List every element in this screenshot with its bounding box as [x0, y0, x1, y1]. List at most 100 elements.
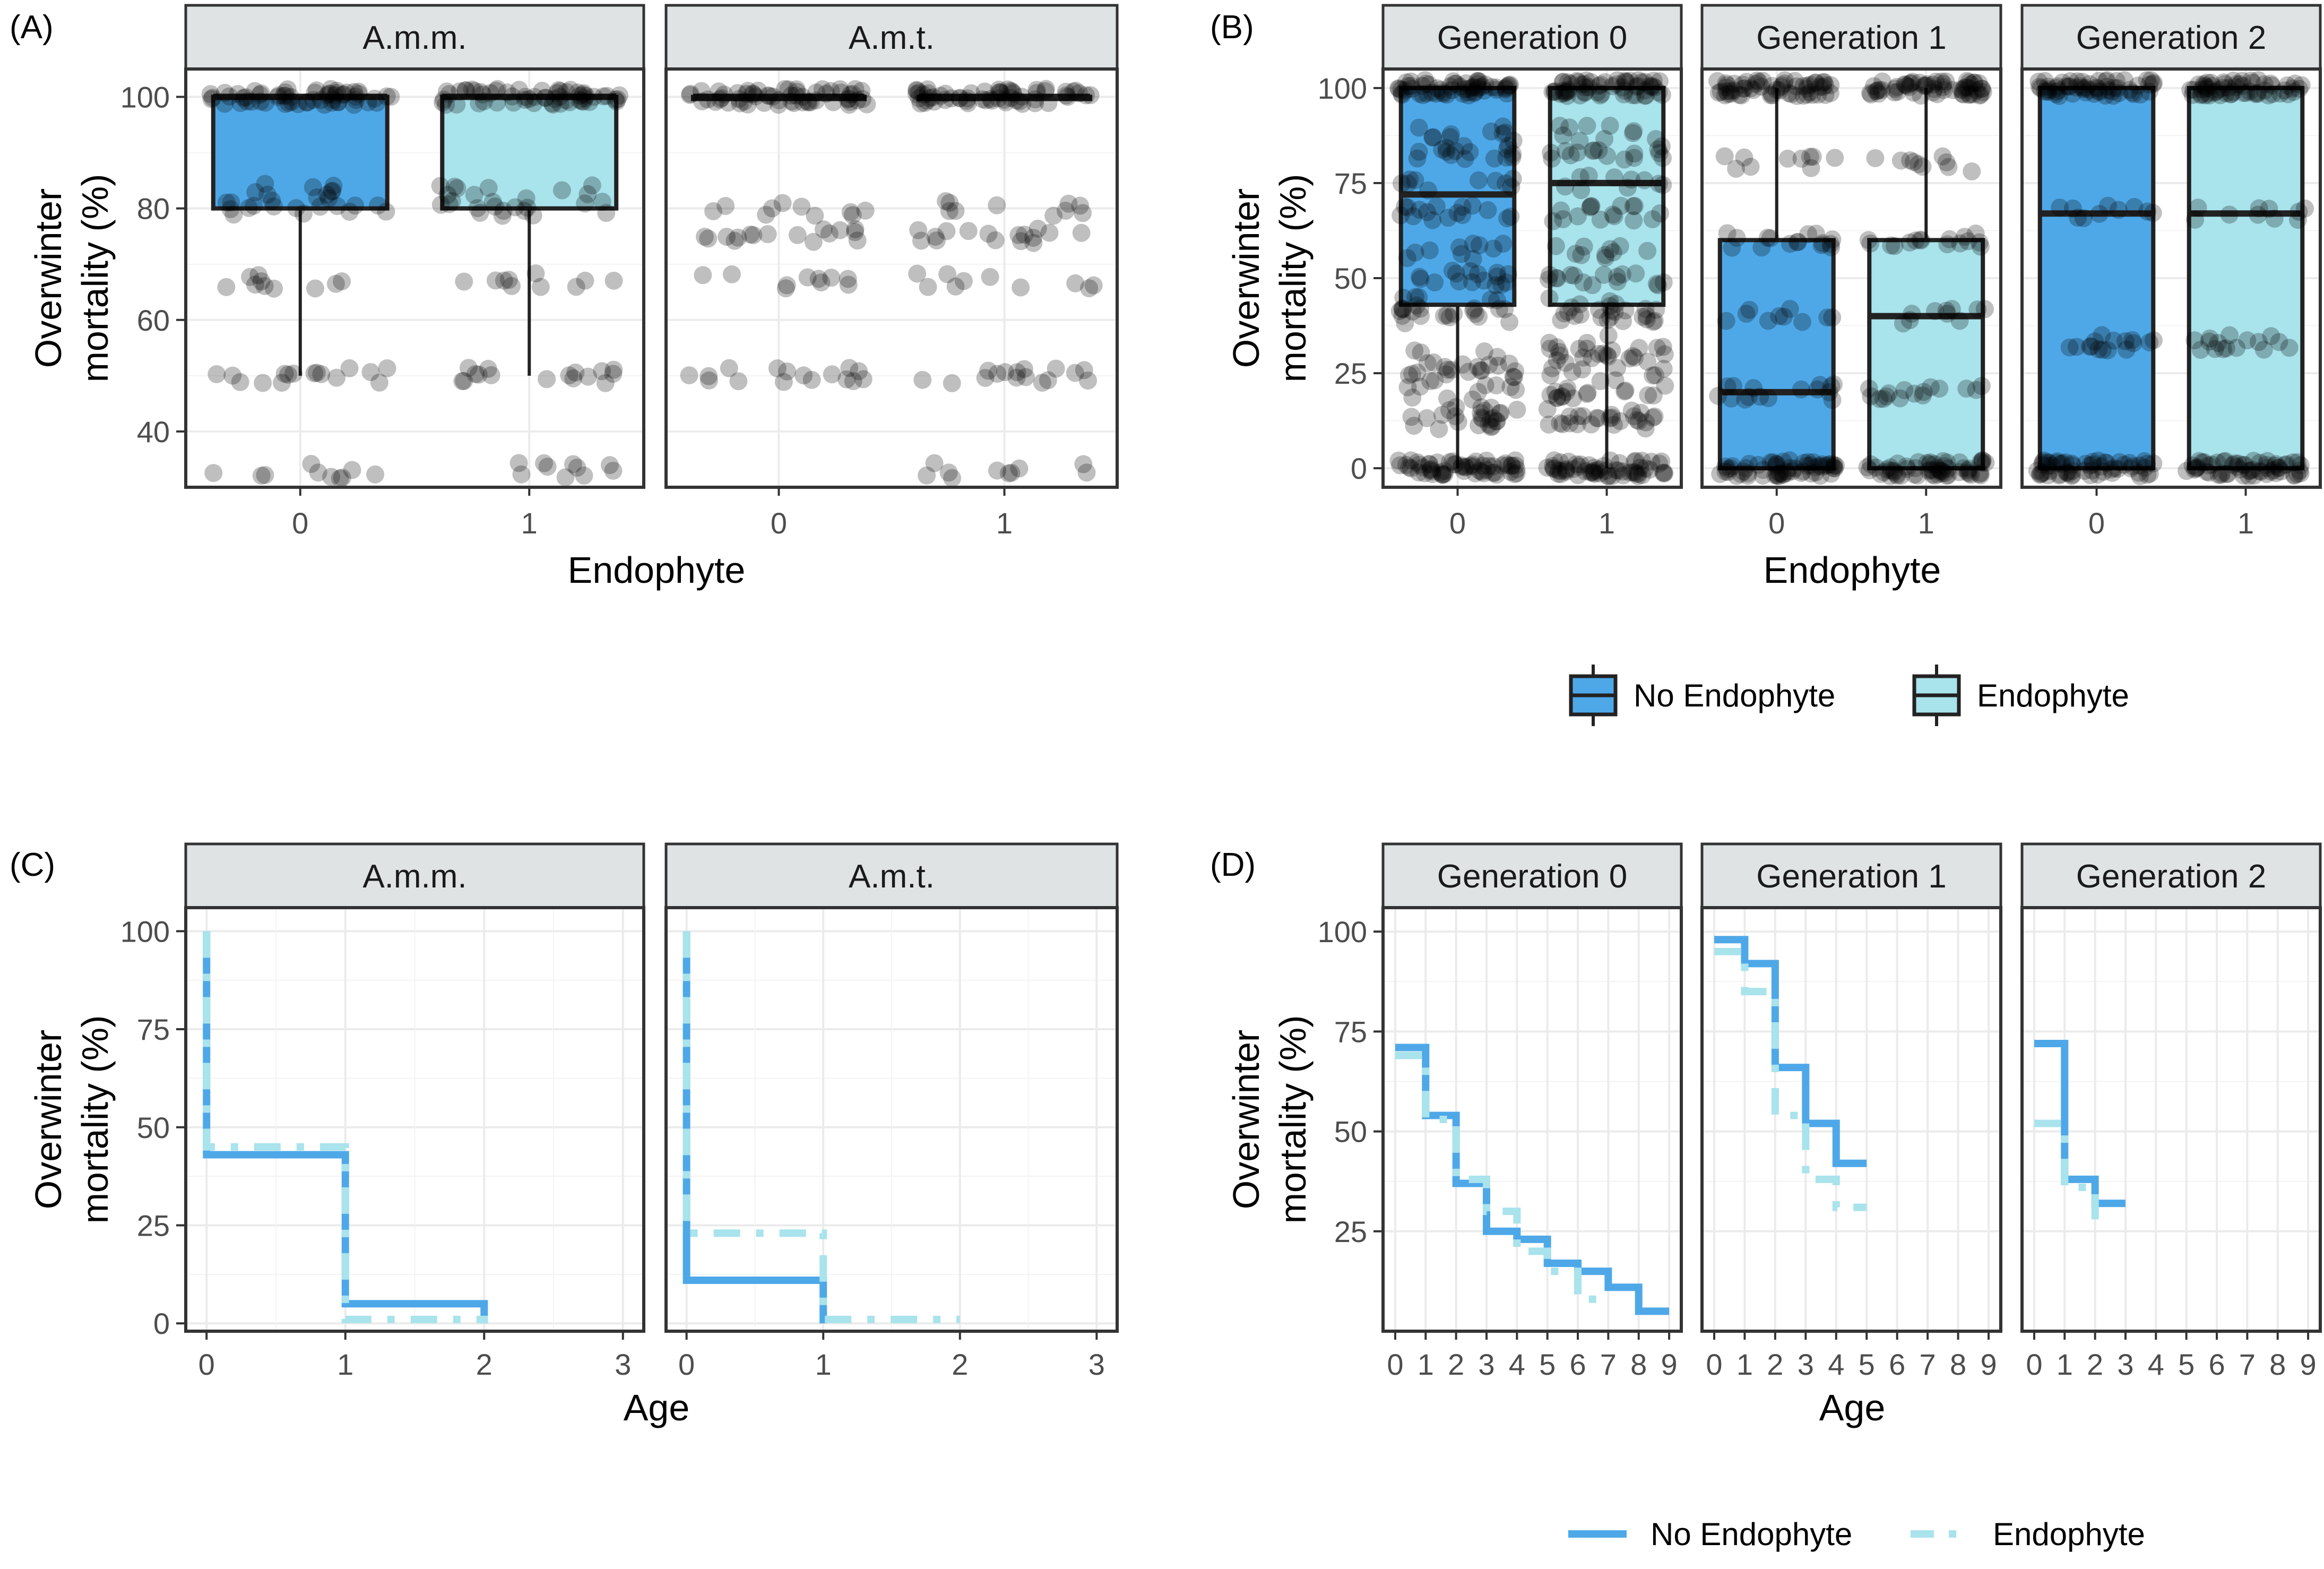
- data-point: [1735, 148, 1753, 167]
- y-axis-title: Overwinter: [28, 1030, 69, 1209]
- data-point: [1010, 459, 1029, 478]
- data-point: [2047, 79, 2066, 97]
- data-point: [256, 93, 275, 112]
- data-point: [1816, 85, 1835, 104]
- data-point: [824, 93, 843, 111]
- data-point: [1582, 73, 1600, 91]
- data-point: [2234, 466, 2253, 485]
- data-point: [1932, 464, 1951, 482]
- data-point: [1631, 403, 1650, 422]
- data-point: [1420, 75, 1438, 94]
- data-point: [1444, 72, 1463, 91]
- data-point: [1925, 467, 1944, 485]
- data-point: [2206, 83, 2224, 102]
- data-point: [1788, 233, 1807, 252]
- data-point: [2123, 331, 2141, 349]
- data-point: [1609, 461, 1628, 480]
- data-point: [2135, 452, 2154, 470]
- data-point: [914, 85, 932, 104]
- box-endophyte: [440, 94, 619, 211]
- data-point: [1560, 407, 1579, 426]
- data-point: [2192, 86, 2210, 105]
- data-point: [1575, 83, 1594, 102]
- data-point: [1718, 377, 1736, 395]
- data-point: [2077, 79, 2095, 97]
- data-point: [482, 366, 500, 384]
- data-point: [1974, 83, 1992, 101]
- data-point: [1418, 84, 1436, 102]
- data-point: [1798, 79, 1816, 98]
- data-point: [1507, 460, 1526, 479]
- data-point: [1606, 461, 1625, 479]
- data-point: [2218, 464, 2237, 483]
- data-point: [1768, 465, 1786, 484]
- data-point: [1820, 383, 1838, 402]
- data-point: [2198, 73, 2216, 92]
- data-point: [302, 455, 321, 473]
- data-point: [744, 85, 763, 104]
- data-point: [1900, 233, 1919, 252]
- data-point: [1648, 339, 1666, 357]
- data-point: [335, 85, 353, 104]
- data-point: [552, 181, 571, 200]
- data-point: [1652, 137, 1671, 156]
- data-point: [548, 84, 566, 102]
- data-point: [1960, 459, 1979, 478]
- data-point: [2208, 453, 2226, 472]
- data-point: [1860, 380, 1878, 398]
- data-point: [2038, 456, 2057, 475]
- data-point: [2252, 462, 2270, 481]
- data-point: [2276, 456, 2294, 475]
- data-point: [324, 177, 343, 195]
- data-point: [1480, 356, 1498, 374]
- data-point: [768, 359, 787, 378]
- data-point: [1432, 81, 1450, 99]
- data-point: [445, 177, 464, 196]
- data-point: [1801, 75, 1819, 94]
- data-point: [1732, 86, 1751, 105]
- data-point: [1758, 228, 1777, 247]
- data-point: [2103, 82, 2122, 101]
- data-point: [1433, 465, 1452, 484]
- data-point: [1466, 452, 1485, 471]
- data-point: [1413, 76, 1432, 95]
- data-point: [1423, 465, 1442, 484]
- data-point: [455, 372, 473, 390]
- data-point: [305, 364, 324, 383]
- data-point: [1596, 248, 1615, 267]
- data-point: [1506, 451, 1525, 470]
- data-point: [1735, 79, 1754, 98]
- data-point: [1487, 171, 1505, 190]
- x-tick-label: 0: [678, 1348, 695, 1381]
- data-point: [1577, 339, 1596, 358]
- data-point: [1557, 383, 1576, 401]
- data-point: [1626, 197, 1644, 215]
- data-point: [1541, 339, 1559, 358]
- data-point: [2195, 453, 2214, 471]
- data-point: [1644, 313, 1663, 331]
- data-point: [1606, 295, 1625, 313]
- data-point: [1393, 300, 1412, 318]
- data-point: [2141, 71, 2160, 89]
- data-point: [1813, 458, 1831, 476]
- data-point: [1398, 198, 1417, 217]
- data-point: [1653, 85, 1671, 104]
- data-point: [1957, 78, 1976, 97]
- data-point: [939, 463, 958, 482]
- data-point: [1882, 236, 1900, 255]
- step-line-no-endophyte: [2034, 1039, 2126, 1208]
- data-point: [832, 83, 850, 102]
- data-point: [1973, 451, 1992, 470]
- data-point: [1565, 460, 1583, 478]
- x-tick-label: 7: [1920, 1348, 1936, 1381]
- data-point: [1777, 462, 1796, 481]
- data-point: [1773, 76, 1792, 94]
- facet-2: Generation 2: [2020, 4, 2322, 489]
- data-point: [1970, 233, 1989, 252]
- data-point: [1410, 268, 1429, 286]
- data-point: [338, 83, 356, 102]
- data-point: [1793, 313, 1811, 331]
- data-point: [1717, 312, 1735, 330]
- data-point: [1582, 197, 1601, 215]
- data-point: [806, 206, 824, 225]
